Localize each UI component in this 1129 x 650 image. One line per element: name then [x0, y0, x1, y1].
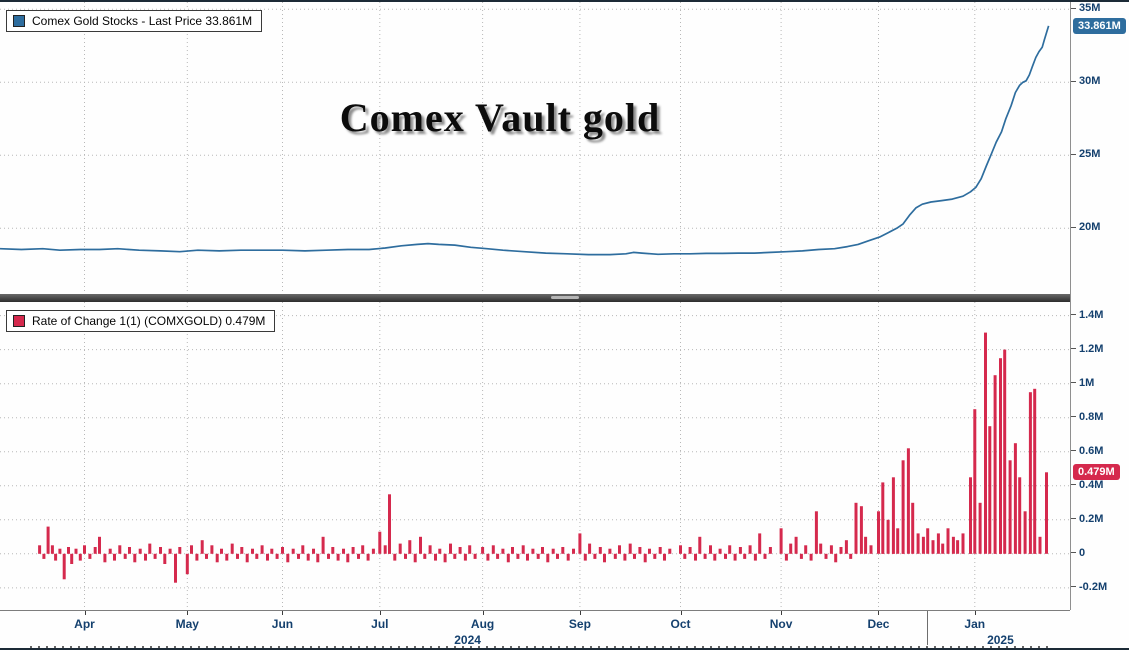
y-axis-label: 0.4M — [1071, 479, 1103, 491]
y-axis-label: 0.6M — [1071, 445, 1103, 457]
tick-mark — [1071, 484, 1076, 486]
month-label-sep: Sep — [568, 617, 591, 631]
y-axis-label: 0.2M — [1071, 513, 1103, 525]
tick-mark — [1071, 314, 1076, 316]
y-axis-label: 0 — [1071, 547, 1085, 559]
month-label-apr: Apr — [74, 617, 95, 631]
tick-mark — [1071, 586, 1076, 588]
month-label-jun: Jun — [271, 617, 294, 631]
y-axis-label: 25M — [1071, 148, 1100, 160]
tick-mark — [1071, 518, 1076, 520]
y-axis-label: 1M — [1071, 377, 1094, 389]
legend-swatch-line — [13, 15, 25, 27]
month-label-jul: Jul — [371, 617, 389, 631]
tick-mark — [1071, 153, 1076, 155]
month-tick-mark — [579, 611, 581, 615]
legend-label-top: Comex Gold Stocks - Last Price 33.861M — [32, 14, 253, 28]
month-label-may: May — [175, 617, 199, 631]
panel-divider[interactable] — [0, 294, 1129, 302]
year-separator-line — [926, 611, 928, 645]
y-axis-label: -0.2M — [1071, 581, 1107, 593]
month-tick-mark — [282, 611, 284, 615]
month-tick-mark — [379, 611, 381, 615]
month-tick-mark — [187, 611, 189, 615]
month-label-nov: Nov — [769, 617, 793, 631]
year-label-2024: 2024 — [454, 633, 481, 647]
legend-swatch-bar — [13, 315, 25, 327]
legend-bottom[interactable]: Rate of Change 1(1) (COMXGOLD) 0.479M — [6, 310, 276, 332]
x-axis: Apr May Jun Jul Aug Sep Oct Nov Dec Jan 2024 2025 — [0, 610, 1070, 648]
tick-mark — [1071, 552, 1076, 554]
month-tick-mark — [482, 611, 484, 615]
divider-handle-icon — [550, 296, 579, 299]
y-axis-label: 35M — [1071, 2, 1100, 14]
tick-mark — [1071, 80, 1076, 82]
y-axis-label: 1.2M — [1071, 343, 1103, 355]
y-axis-label: 30M — [1071, 75, 1100, 87]
tick-mark — [1071, 348, 1076, 350]
legend-label-bottom: Rate of Change 1(1) (COMXGOLD) 0.479M — [32, 314, 266, 328]
panel-title-top: Comex Vault gold — [339, 95, 661, 140]
tick-mark — [1071, 7, 1076, 9]
month-label-dec: Dec — [867, 617, 890, 631]
y-axis: 35M 30M 25M 20M 1.4M 1.2M 1M 0.8M 0.6M 0.4M 0.2M 0 -… — [1070, 2, 1129, 610]
tick-mark — [1071, 416, 1076, 418]
month-label-oct: Oct — [670, 617, 691, 631]
top-panel-comex-gold-stocks: Comex Gold Stocks - Last Price 33.861M C… — [0, 2, 1070, 294]
last-price-badge: 33.861M — [1073, 17, 1126, 34]
bottom-panel-daily-change: Rate of Change 1(1) (COMXGOLD) 0.479M Da… — [0, 302, 1070, 610]
month-tick-mark — [781, 611, 783, 615]
month-tick-mark — [84, 611, 86, 615]
month-tick-mark — [680, 611, 682, 615]
tick-mark — [1071, 382, 1076, 384]
month-label-aug: Aug — [470, 617, 495, 631]
month-label-jan: Jan — [964, 617, 986, 631]
month-tick-mark — [974, 611, 976, 615]
year-label-2025: 2025 — [987, 633, 1014, 647]
y-axis-label: 1.4M — [1071, 309, 1103, 321]
last-change-badge: 0.479M — [1073, 464, 1120, 481]
tick-mark — [1071, 226, 1076, 228]
y-axis-label: 20M — [1071, 221, 1100, 233]
bar-chart-daily-change — [0, 302, 1070, 610]
month-tick-mark — [878, 611, 880, 615]
line-chart-comex-gold — [0, 2, 1070, 294]
legend-top[interactable]: Comex Gold Stocks - Last Price 33.861M — [6, 10, 263, 32]
y-axis-label: 0.8M — [1071, 411, 1103, 423]
tick-mark — [1071, 450, 1076, 452]
